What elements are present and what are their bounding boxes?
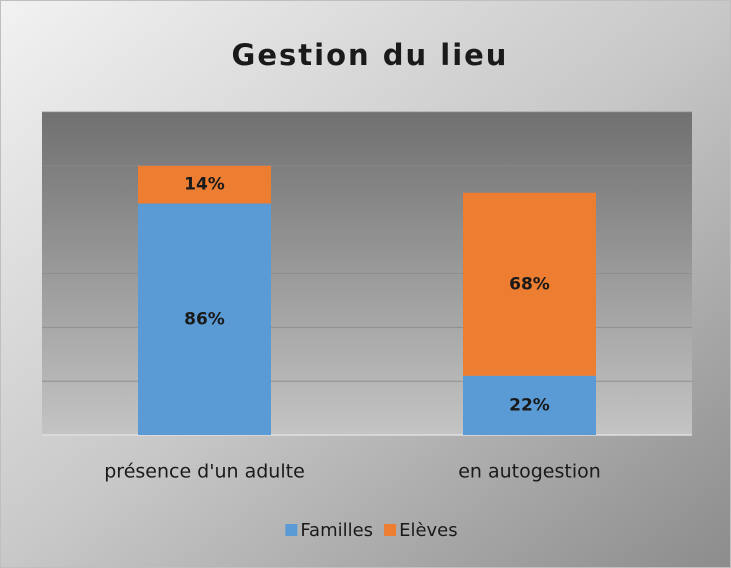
- chart-title: Gestion du lieu: [232, 38, 509, 72]
- bar-segment: [463, 375, 596, 435]
- x-tick-label: en autogestion: [458, 461, 601, 483]
- bar-segment: [138, 165, 271, 204]
- legend-label: Elèves: [399, 520, 458, 541]
- data-label: 22%: [509, 395, 550, 415]
- x-tick-label: présence d'un adulte: [104, 461, 305, 483]
- data-label: 68%: [509, 274, 550, 294]
- data-label: 86%: [184, 309, 225, 329]
- data-label: 14%: [184, 175, 225, 195]
- bar-segment: [138, 203, 271, 435]
- legend-swatch: [384, 524, 397, 536]
- legend-label: Familles: [300, 520, 373, 541]
- legend-swatch: [285, 524, 298, 536]
- bar-segment: [463, 192, 596, 376]
